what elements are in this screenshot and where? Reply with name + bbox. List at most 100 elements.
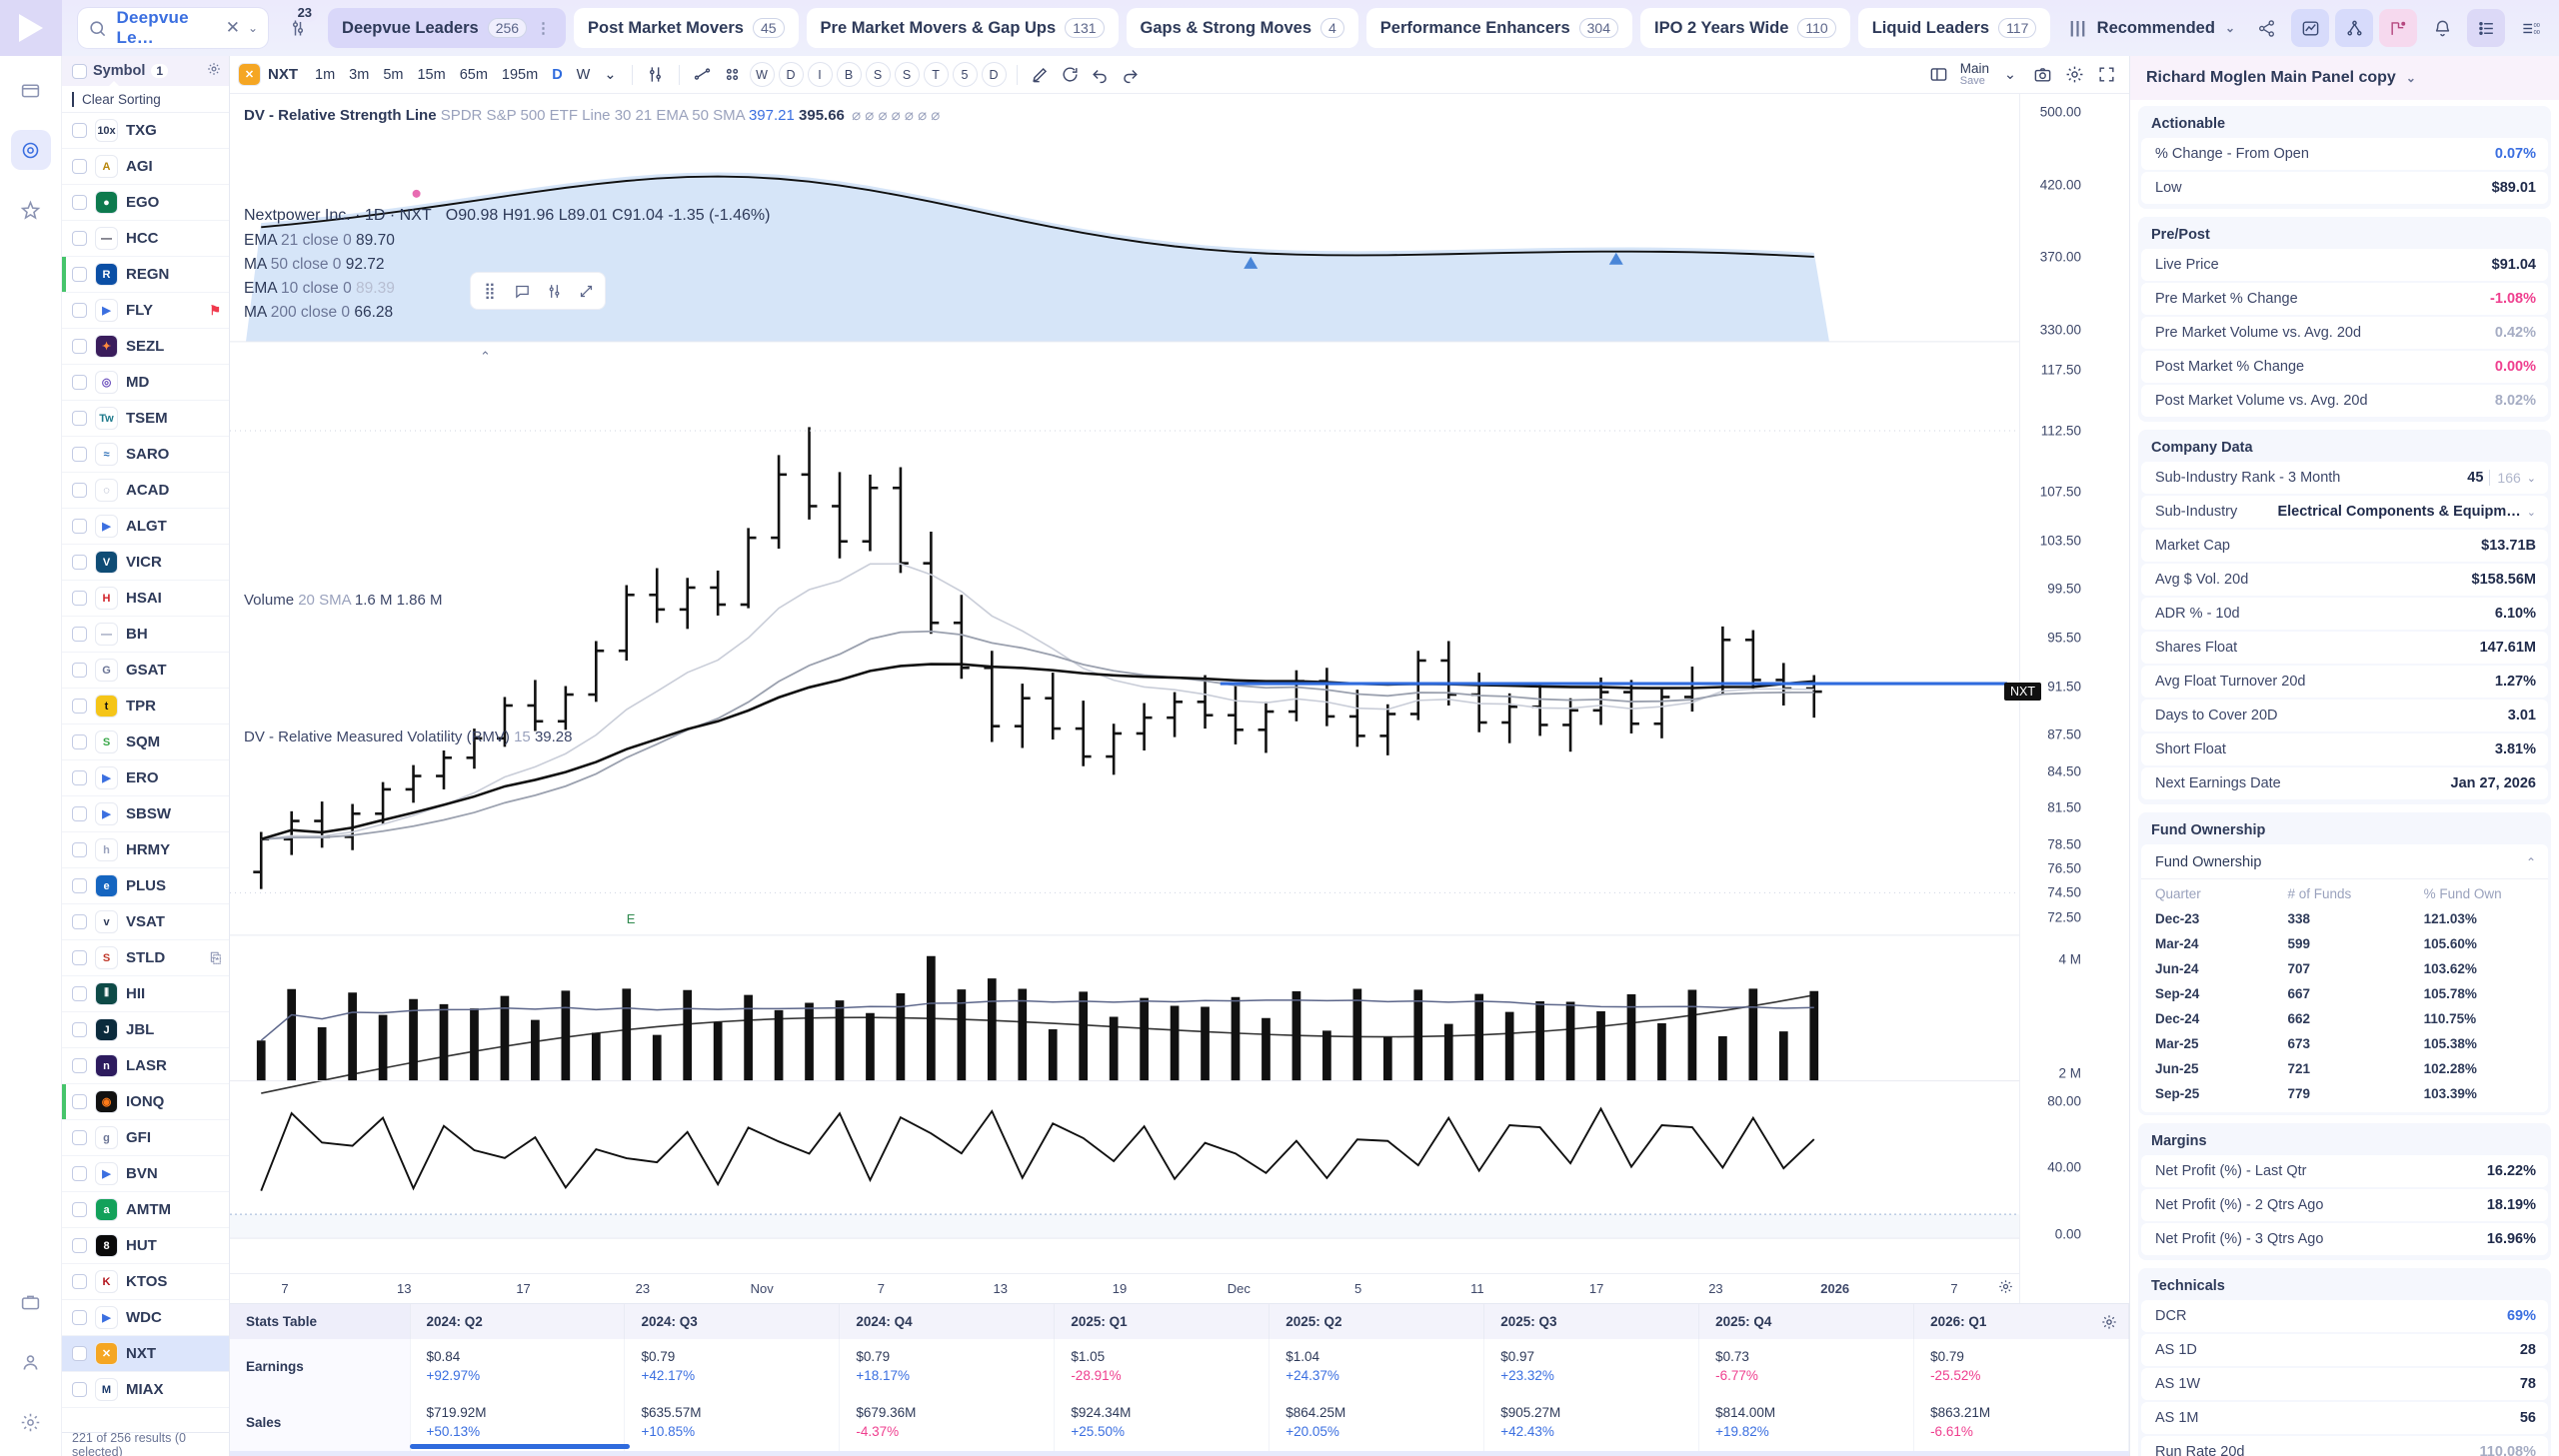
symbol-row-sbsw[interactable]: ▶ SBSW <box>62 796 229 832</box>
row-checkbox[interactable] <box>72 411 87 426</box>
row-checkbox[interactable] <box>72 950 87 965</box>
row-checkbox[interactable] <box>72 1166 87 1181</box>
timeframe-195m[interactable]: 195m <box>501 66 539 83</box>
row-checkbox[interactable] <box>72 806 87 821</box>
select-all-checkbox[interactable] <box>72 63 87 79</box>
refresh-icon[interactable] <box>1056 60 1086 90</box>
layout-chevron-down-icon[interactable]: ⌄ <box>2003 66 2017 83</box>
metric-row-run-rate-20d[interactable]: Run Rate 20d 110.08% <box>2141 1436 2548 1456</box>
rail-profile-icon[interactable] <box>11 1342 51 1382</box>
sub-industry-select[interactable]: Electrical Components & Equipm… ⌄ <box>2277 504 2536 520</box>
tab-post-market-movers[interactable]: Post Market Movers 45 <box>574 8 799 48</box>
row-checkbox[interactable] <box>72 555 87 570</box>
chart-settings-gear-icon[interactable] <box>2059 60 2089 90</box>
row-checkbox[interactable] <box>72 842 87 857</box>
metric-row-avg-vol-20d[interactable]: Avg $ Vol. 20d $158.56M <box>2141 564 2548 596</box>
symbol-row-vsat[interactable]: v VSAT <box>62 904 229 940</box>
symbol-row-algt[interactable]: ▶ ALGT <box>62 509 229 545</box>
right-panel-header[interactable]: Richard Moglen Main Panel copy ⌄ <box>2130 56 2559 100</box>
symbol-row-agi[interactable]: A AGI <box>62 149 229 185</box>
row-checkbox[interactable] <box>72 627 87 642</box>
app-logo[interactable] <box>0 0 62 56</box>
symbol-row-jbl[interactable]: J JBL <box>62 1012 229 1048</box>
row-checkbox[interactable] <box>72 375 87 390</box>
metric-row-as-1w[interactable]: AS 1W 78 <box>2141 1368 2548 1400</box>
stats-table[interactable]: Stats Table 2024: Q2 2024: Q3 2024: Q4 2025:… <box>230 1304 2129 1451</box>
timeframe-w[interactable]: W <box>576 66 591 83</box>
symbol-row-hut[interactable]: 8 HUT <box>62 1228 229 1264</box>
gear-icon[interactable] <box>207 62 221 80</box>
chart-symbol[interactable]: ✕ NXT <box>238 63 308 86</box>
indicator-sliders-icon[interactable] <box>539 276 569 306</box>
symbol-row-plus[interactable]: e PLUS <box>62 868 229 904</box>
row-checkbox[interactable] <box>72 519 87 534</box>
symbol-row-hii[interactable]: ⫴ HII <box>62 976 229 1012</box>
row-checkbox[interactable] <box>72 339 87 354</box>
symbol-row-md[interactable]: ◎ MD <box>62 365 229 401</box>
chevron-down-icon[interactable]: ⌄ <box>247 21 258 35</box>
row-checkbox[interactable] <box>72 663 87 678</box>
row-checkbox[interactable] <box>72 159 87 174</box>
symbol-row-gfi[interactable]: g GFI <box>62 1120 229 1156</box>
circle-tool-s1[interactable]: S <box>865 62 891 87</box>
metric-row-avg-float-turnover-20d[interactable]: Avg Float Turnover 20d 1.27% <box>2141 666 2548 698</box>
circle-tool-d[interactable]: D <box>778 62 804 87</box>
clear-search-icon[interactable]: ✕ <box>225 18 240 37</box>
row-checkbox[interactable] <box>72 770 87 785</box>
symbol-row-saro[interactable]: ≈ SARO <box>62 437 229 473</box>
row-checkbox[interactable] <box>72 1274 87 1289</box>
rail-star-icon[interactable] <box>11 190 51 230</box>
legend-collapse-icon[interactable]: ⌃ <box>480 349 491 364</box>
symbol-row-regn[interactable]: R REGN <box>62 257 229 293</box>
metric-row-market-cap[interactable]: Market Cap $13.71B <box>2141 530 2548 562</box>
right-panel-sections[interactable]: Actionable % Change - From Open 0.07% Low $8… <box>2130 100 2559 1456</box>
metric-row-adr-10d[interactable]: ADR % - 10d 6.10% <box>2141 598 2548 630</box>
symbol-row-txg[interactable]: 10x TXG <box>62 113 229 149</box>
symbol-row-acad[interactable]: ◌ ACAD <box>62 473 229 509</box>
row-checkbox[interactable] <box>72 267 87 282</box>
row-checkbox[interactable] <box>72 123 87 138</box>
rank-value-group[interactable]: 45 166 ⌄ <box>2467 470 2536 486</box>
metric-row-sub-industry[interactable]: Sub-Industry Electrical Components & Equi… <box>2141 496 2548 528</box>
metric-row-net-profit-2-qtrs-ago[interactable]: Net Profit (%) - 2 Qtrs Ago 18.19% <box>2141 1189 2548 1221</box>
metric-row-pre-market-volume-vs-avg-20d[interactable]: Pre Market Volume vs. Avg. 20d 0.42% <box>2141 317 2548 349</box>
chart-floating-toolbar[interactable]: ⣿ <box>470 272 606 310</box>
chevron-down-icon[interactable]: ⌄ <box>2405 71 2416 85</box>
symbol-row-amtm[interactable]: a AMTM <box>62 1192 229 1228</box>
row-checkbox[interactable] <box>72 447 87 462</box>
list-view-icon[interactable] <box>2467 9 2505 47</box>
row-checkbox[interactable] <box>72 1238 87 1253</box>
metric-row-as-1m[interactable]: AS 1M 56 <box>2141 1402 2548 1434</box>
undo-icon[interactable] <box>1086 60 1116 90</box>
symbol-rows[interactable]: 10x TXG A AGI ● EGO — HCC R REGN ▶ FLY ⚑ ✦ SEZL ◎ MD Tw TS… <box>62 113 229 1432</box>
symbol-row-ionq[interactable]: ◉ IONQ <box>62 1084 229 1120</box>
tab-performance-enhancers[interactable]: Performance Enhancers 304 <box>1365 8 1632 48</box>
row-checkbox[interactable] <box>72 1202 87 1217</box>
camera-icon[interactable] <box>2027 60 2057 90</box>
rail-briefcase-icon[interactable] <box>11 1282 51 1322</box>
row-checkbox[interactable] <box>72 1310 87 1325</box>
symbol-row-miax[interactable]: M MIAX <box>62 1372 229 1408</box>
symbol-row-vicr[interactable]: V VICR <box>62 545 229 581</box>
symbol-row-gsat[interactable]: G GSAT <box>62 653 229 689</box>
symbol-row-ero[interactable]: ▶ ERO <box>62 760 229 796</box>
symbol-row-hrmy[interactable]: h HRMY <box>62 832 229 868</box>
metric-row-as-1d[interactable]: AS 1D 28 <box>2141 1334 2548 1366</box>
symbol-row-bh[interactable]: — BH <box>62 617 229 653</box>
symbol-row-wdc[interactable]: ▶ WDC <box>62 1300 229 1336</box>
tree-icon[interactable] <box>2335 9 2373 47</box>
metric-row-pre-market-change[interactable]: Pre Market % Change -1.08% <box>2141 283 2548 315</box>
flag-icon[interactable]: ⚑ <box>209 302 221 318</box>
news-icon[interactable] <box>2379 9 2417 47</box>
row-checkbox[interactable] <box>72 986 87 1001</box>
timeframe-5m[interactable]: 5m <box>383 66 404 83</box>
metric-row-post-market-change[interactable]: Post Market % Change 0.00% <box>2141 351 2548 383</box>
draw-pencil-icon[interactable] <box>1026 60 1056 90</box>
symbol-row-lasr[interactable]: n LASR <box>62 1048 229 1084</box>
rail-settings-icon[interactable] <box>11 1402 51 1442</box>
timeframe-d[interactable]: D <box>552 66 563 83</box>
time-axis[interactable]: 7 13 17 23 Nov 7 13 19 Dec 5 11 17 23 2026 7 <box>230 1273 2019 1303</box>
symbol-search[interactable]: Deepvue Le… ✕ ⌄ <box>78 8 268 48</box>
tab-deepvue-leaders[interactable]: Deepvue Leaders 256 ⋮ <box>328 8 567 48</box>
metric-row-net-profit-last-qtr[interactable]: Net Profit (%) - Last Qtr 16.22% <box>2141 1155 2548 1187</box>
